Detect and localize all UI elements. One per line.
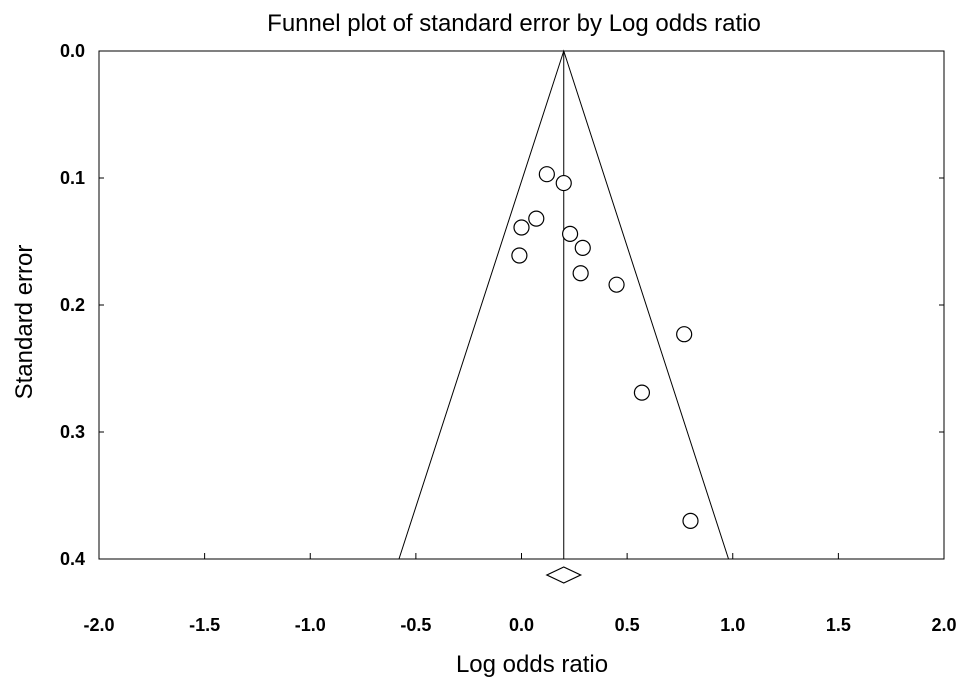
x-tick-label: -0.5 [400, 615, 431, 635]
x-axis-ticks: -2.0 -1.5 -1.0 -0.5 0.0 0.5 1.0 1.5 2.0 [83, 553, 957, 635]
study-point [561, 225, 579, 242]
study-point [633, 384, 651, 401]
study-point [574, 239, 591, 256]
study-point [555, 174, 572, 192]
chart-title: Funnel plot of standard error by Log odd… [267, 10, 761, 37]
x-tick-label: -1.0 [295, 615, 326, 635]
x-tick-label: -2.0 [83, 615, 114, 635]
y-tick-label: 0.2 [60, 295, 85, 315]
plot-frame [98, 50, 945, 560]
study-point [608, 276, 625, 293]
x-tick-label: 0.5 [615, 615, 640, 635]
y-axis-ticks: 0.0 0.1 0.2 0.3 0.4 [60, 41, 944, 569]
y-tick-label: 0.0 [60, 41, 85, 61]
x-tick-label: 1.5 [826, 615, 851, 635]
study-point [682, 512, 699, 530]
funnel-layer [398, 49, 730, 560]
study-point [572, 265, 589, 282]
study-point [528, 210, 545, 227]
summary-diamond-layer [545, 566, 583, 584]
y-axis-title: Standard error [11, 245, 38, 400]
study-point [538, 166, 555, 183]
y-tick-label: 0.3 [60, 422, 85, 442]
x-axis-title: Log odds ratio [456, 651, 608, 678]
y-tick-label: 0.1 [60, 168, 85, 188]
summary-diamond [545, 566, 583, 584]
x-tick-label: 2.0 [931, 615, 956, 635]
study-points [511, 166, 699, 530]
x-tick-label: 1.0 [720, 615, 745, 635]
y-tick-label: 0.4 [60, 549, 85, 569]
x-tick-label: 0.0 [509, 615, 534, 635]
study-point [676, 326, 693, 343]
study-point [513, 219, 530, 236]
x-tick-label: -1.5 [189, 615, 220, 635]
study-point [511, 247, 528, 264]
